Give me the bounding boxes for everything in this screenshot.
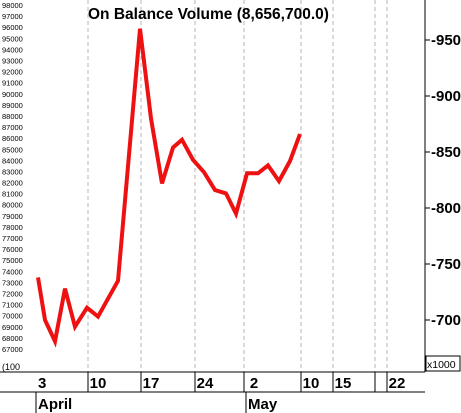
month-label: May xyxy=(248,396,278,413)
left-tick-label: 92000 xyxy=(2,68,23,77)
left-tick-label: 95000 xyxy=(2,34,23,43)
left-axis-ticks: 98000 97000 96000 95000 94000 93000 92000 91000… xyxy=(2,1,23,354)
left-tick-label: 73000 xyxy=(2,278,23,287)
x-tick-label: 22 xyxy=(389,375,406,392)
left-tick-label: 78000 xyxy=(2,223,23,232)
x-tick-label: 10 xyxy=(90,375,107,392)
obv-series-line xyxy=(36,28,302,348)
month-label: April xyxy=(38,396,72,413)
axes xyxy=(0,0,426,393)
left-tick-label: 71000 xyxy=(2,301,23,310)
right-tick-label: -750 xyxy=(431,256,461,273)
left-tick-label: 79000 xyxy=(2,212,23,221)
left-tick-label: 75000 xyxy=(2,256,23,265)
left-tick-label: 83000 xyxy=(2,167,23,176)
x-tick-label: 10 xyxy=(303,375,320,392)
left-tick-label: 97000 xyxy=(2,12,23,21)
left-tick-label: 70000 xyxy=(2,312,23,321)
left-tick-label: 67000 xyxy=(2,345,23,354)
left-tick-label: 85000 xyxy=(2,145,23,154)
left-tick-label: 77000 xyxy=(2,234,23,243)
left-tick-label: 72000 xyxy=(2,290,23,299)
right-tick-label: -850 xyxy=(431,144,461,161)
multiplier-box xyxy=(425,355,461,372)
left-tick-label: 89000 xyxy=(2,101,23,110)
right-axis-ticks: -950 -900 -850 -800 -750 -700 xyxy=(425,32,461,329)
left-tick-label: 93000 xyxy=(2,56,23,65)
left-tick-label: 80000 xyxy=(2,201,23,210)
chart-title: On Balance Volume (8,656,700.0) xyxy=(88,6,329,23)
left-tick-label: 69000 xyxy=(2,323,23,332)
x-tick-label: 2 xyxy=(250,375,258,392)
x-tick-label: 15 xyxy=(335,375,352,392)
left-tick-label: 81000 xyxy=(2,190,23,199)
left-tick-label: 87000 xyxy=(2,123,23,132)
left-tick-label: 88000 xyxy=(2,112,23,121)
right-tick-label: -700 xyxy=(431,312,461,329)
left-tick-label: 68000 xyxy=(2,334,23,343)
x-tick-label: 17 xyxy=(143,375,160,392)
left-tick-label: 84000 xyxy=(2,156,23,165)
left-axis-label: (100 xyxy=(2,362,20,372)
right-tick-label: -800 xyxy=(431,200,461,217)
left-tick-label: 76000 xyxy=(2,245,23,254)
left-tick-label: 96000 xyxy=(2,23,23,32)
left-tick-label: 91000 xyxy=(2,79,23,88)
month-labels: April May xyxy=(35,392,278,413)
left-tick-label: 86000 xyxy=(2,134,23,143)
right-tick-label: -950 xyxy=(431,32,461,49)
right-axis-multiplier: x1000 xyxy=(427,359,456,371)
left-tick-label: 90000 xyxy=(2,90,23,99)
x-axis-ticks: 3 10 17 24 2 10 15 22 xyxy=(38,372,405,392)
left-tick-label: 82000 xyxy=(2,179,23,188)
left-tick-label: 74000 xyxy=(2,267,23,276)
series-layer xyxy=(36,28,302,348)
right-tick-label: -900 xyxy=(431,88,461,105)
left-tick-label: 94000 xyxy=(2,45,23,54)
x-tick-label: 3 xyxy=(38,375,46,392)
x-tick-label: 24 xyxy=(197,375,214,392)
left-tick-label: 98000 xyxy=(2,1,23,10)
